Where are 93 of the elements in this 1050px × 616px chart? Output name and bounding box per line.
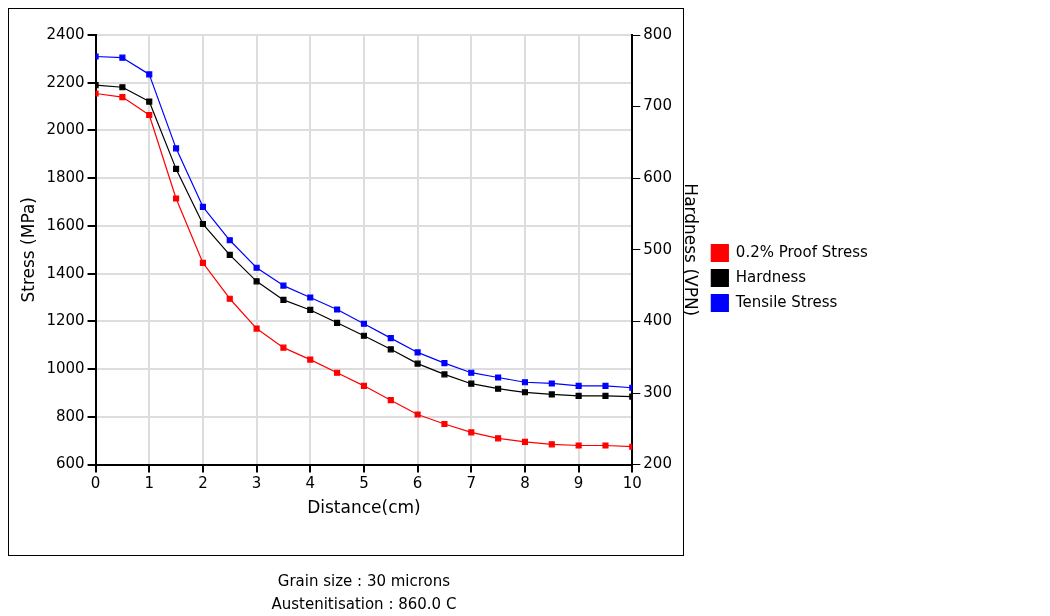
point xyxy=(548,380,555,387)
point xyxy=(280,296,287,303)
y-tick-label: 1200 xyxy=(46,311,85,330)
x-tick-label: 7 xyxy=(466,474,477,493)
point xyxy=(602,382,609,389)
y2-tick-label: 200 xyxy=(643,454,672,473)
text: Grain size : 30 microns xyxy=(277,572,451,590)
point xyxy=(334,369,341,376)
x-tick-label: 1 xyxy=(144,474,155,493)
point xyxy=(280,344,287,351)
point xyxy=(334,319,341,326)
x-tick-label: 5 xyxy=(359,474,369,493)
y2-tick-label: 300 xyxy=(643,382,672,401)
y2-tick-label: 400 xyxy=(643,311,672,330)
y-axis-title: Stress (MPa) xyxy=(17,197,38,303)
x-tick-label: 8 xyxy=(520,474,530,493)
point xyxy=(575,392,582,399)
point xyxy=(468,429,475,436)
point xyxy=(173,195,180,202)
point xyxy=(387,397,394,404)
point xyxy=(307,356,314,363)
point xyxy=(441,371,448,378)
y2-axis-title: Hardness (VPN) xyxy=(680,183,701,317)
point xyxy=(495,435,502,442)
x-tick-label: 6 xyxy=(412,474,423,493)
point xyxy=(226,295,233,302)
point xyxy=(548,441,555,448)
point xyxy=(253,264,260,271)
point xyxy=(495,374,502,381)
point xyxy=(414,360,421,367)
legend-label: Tensile Stress xyxy=(734,292,838,311)
point xyxy=(199,220,206,228)
x-tick-label: 3 xyxy=(251,474,262,493)
point xyxy=(253,278,260,285)
point xyxy=(199,259,206,266)
y2-tick-label: 700 xyxy=(643,96,672,115)
point xyxy=(548,391,555,398)
point xyxy=(521,438,529,445)
legend-label: Hardness xyxy=(735,267,807,286)
point xyxy=(468,380,475,387)
point xyxy=(360,332,368,339)
x-axis-title: Distance(cm) xyxy=(307,497,421,518)
point xyxy=(226,251,233,258)
point xyxy=(414,349,421,356)
point xyxy=(173,145,180,152)
y2-tick-label: 600 xyxy=(643,168,672,187)
y-tick-label: 800 xyxy=(55,406,85,425)
point xyxy=(173,165,180,172)
text: Austenitisation : 860.0 C xyxy=(271,595,457,613)
point xyxy=(334,306,341,313)
point xyxy=(199,203,206,210)
point xyxy=(146,111,153,119)
y2-tick-label: 800 xyxy=(643,24,672,43)
point xyxy=(521,379,529,386)
x-tick-label: 4 xyxy=(305,474,316,493)
point xyxy=(360,320,368,327)
point xyxy=(226,237,233,244)
point xyxy=(441,360,448,367)
y-tick-label: 2200 xyxy=(46,72,85,91)
y-tick-label: 600 xyxy=(55,454,85,473)
x-tick-label: 0 xyxy=(90,474,101,493)
y2-tick-label: 500 xyxy=(643,239,672,258)
y-tick-label: 1400 xyxy=(46,263,85,282)
point xyxy=(307,306,314,314)
point xyxy=(146,98,153,105)
legend-label: 0.2% Proof Stress xyxy=(735,242,869,261)
y-tick-label: 2400 xyxy=(46,24,85,43)
point xyxy=(387,335,394,342)
point xyxy=(521,389,529,396)
point xyxy=(253,325,260,332)
x-tick-label: 10 xyxy=(622,474,642,493)
point xyxy=(468,369,475,376)
x-tick-label: 2 xyxy=(198,474,208,493)
point xyxy=(602,392,609,399)
point xyxy=(360,382,368,389)
point xyxy=(602,442,609,449)
point xyxy=(146,71,153,78)
point xyxy=(575,382,582,389)
point xyxy=(307,294,314,301)
y-tick-label: 1800 xyxy=(46,168,85,187)
point xyxy=(441,420,448,428)
point xyxy=(414,411,421,418)
point xyxy=(495,385,502,392)
point xyxy=(119,84,126,91)
x-tick-label: 9 xyxy=(573,474,584,493)
point xyxy=(119,93,126,101)
point xyxy=(387,346,394,353)
y-tick-label: 1000 xyxy=(46,359,85,378)
y-tick-label: 2000 xyxy=(46,120,85,139)
y-tick-label: 1600 xyxy=(46,215,85,234)
point xyxy=(119,54,126,61)
point xyxy=(280,282,287,289)
point xyxy=(575,442,582,449)
